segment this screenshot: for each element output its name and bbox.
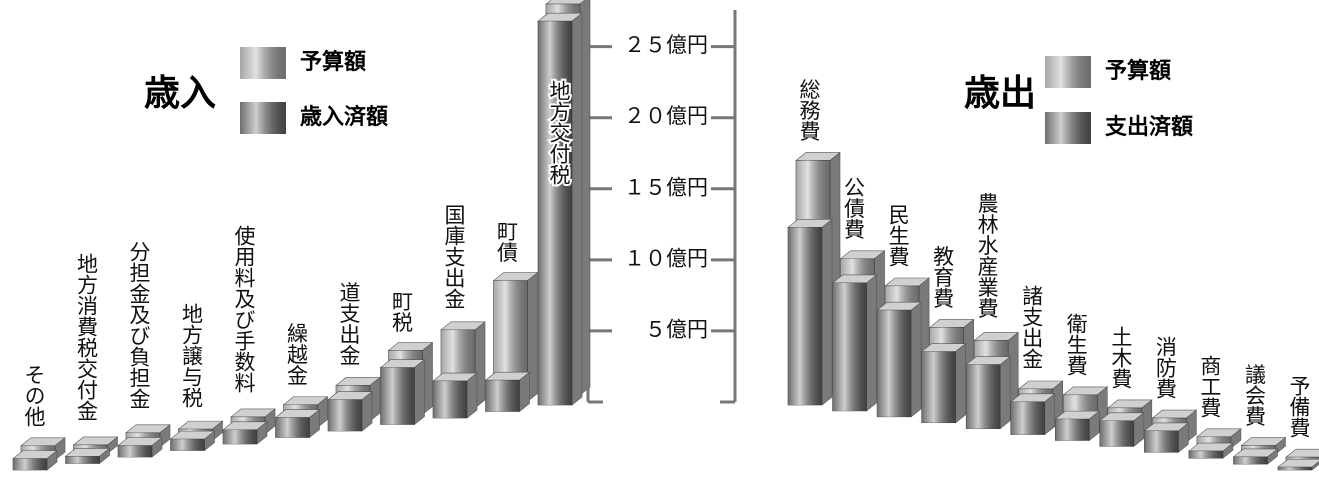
- bar-shine: [788, 227, 822, 405]
- bar-shine: [538, 21, 572, 405]
- bar-shine: [433, 381, 467, 418]
- legend-label: 予算額: [1105, 58, 1171, 84]
- bar-shine: [1196, 436, 1231, 449]
- legend-label: 予算額: [300, 49, 366, 75]
- bar-side: [999, 356, 1011, 430]
- category-label: 農林水産業費: [975, 192, 999, 318]
- bar-side: [910, 301, 922, 418]
- bar-shine: [921, 351, 956, 423]
- bar-top: [1277, 458, 1319, 468]
- bar-side: [571, 12, 583, 406]
- bar-side: [821, 218, 833, 406]
- category-label: 分担金及び負担金: [127, 241, 151, 409]
- y-tick-label: ５億円: [645, 317, 708, 341]
- legend-swatch-shine: [240, 102, 286, 134]
- category-label: 議会費: [1242, 364, 1266, 427]
- category-label: 地方譲与税: [180, 303, 204, 408]
- bar-top: [1285, 448, 1319, 458]
- legend-label: 歳入済額: [300, 104, 388, 130]
- category-label: 繰越金: [285, 323, 309, 386]
- category-label: 商工費: [1198, 355, 1222, 418]
- bar-shine: [1144, 430, 1179, 453]
- bar-side: [414, 359, 425, 426]
- legend-swatch-shine: [1045, 56, 1091, 88]
- bar-shine: [275, 417, 310, 438]
- category-label: 地方消費税交付金: [75, 253, 99, 421]
- y-tick-label: １０億円: [624, 246, 708, 270]
- bar-side: [866, 274, 877, 412]
- legend-swatch-shine: [1045, 112, 1091, 144]
- bar-shine: [1099, 420, 1134, 447]
- bar-shine: [1055, 419, 1090, 441]
- bar-shine: [1188, 451, 1223, 459]
- chart-title: 歳出: [964, 73, 1036, 114]
- category-label: 国庫支出金: [442, 204, 466, 309]
- category-label: 総務費: [797, 78, 821, 141]
- category-label: 町債: [495, 221, 519, 263]
- category-label: 教育費: [931, 245, 955, 308]
- category-label: 使用料及び手数料: [232, 225, 256, 393]
- category-label: 町税: [390, 291, 414, 333]
- bar-shine: [966, 364, 1001, 429]
- category-label: 消防費: [1153, 336, 1177, 399]
- category-label: 衛生費: [1064, 313, 1088, 376]
- bar-shine: [13, 458, 47, 470]
- legend-label: 支出済額: [1105, 114, 1193, 140]
- category-label: 地方交付税: [547, 80, 571, 185]
- bar-shine: [877, 310, 912, 417]
- category-label: 予備費: [1287, 375, 1311, 438]
- bar-side: [466, 372, 478, 419]
- y-tick-label: ２５億円: [624, 33, 708, 57]
- bar-shine: [1010, 401, 1045, 435]
- bar-shine: [223, 429, 257, 444]
- chart-title: 歳入: [144, 73, 216, 114]
- category-label: 土木費: [1109, 326, 1133, 389]
- bar-shine: [832, 282, 867, 411]
- category-label: 諸支出金: [1020, 285, 1044, 369]
- category-label: 民生費: [886, 204, 910, 267]
- bar-side: [955, 343, 966, 424]
- bar-shine: [1278, 467, 1312, 470]
- y-tick-label: １５億円: [624, 175, 708, 199]
- y-tick-label: ２０億円: [624, 104, 708, 128]
- category-label: 公債費: [842, 177, 866, 240]
- value-axis: [586, 10, 737, 404]
- bar-shine: [1286, 457, 1319, 460]
- bar-shine: [328, 399, 362, 431]
- bar-shine: [485, 380, 520, 412]
- bar-shine: [65, 456, 100, 464]
- bar-shine: [170, 439, 205, 451]
- category-label: 道支出金: [337, 281, 361, 365]
- bar-shine: [1233, 456, 1268, 465]
- legend-swatch-shine: [240, 47, 286, 79]
- category-label: その他: [22, 364, 46, 427]
- bar-shine: [118, 445, 152, 457]
- bar-shine: [380, 367, 415, 425]
